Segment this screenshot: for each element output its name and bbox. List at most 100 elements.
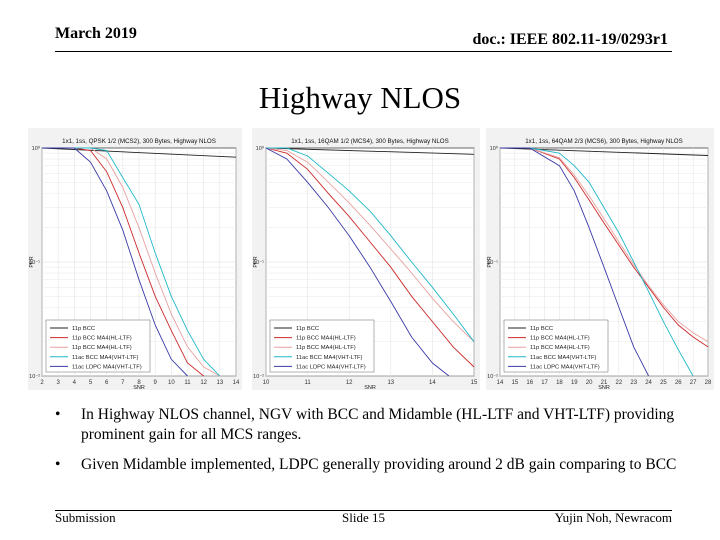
- y-axis-label: PER: [253, 256, 259, 267]
- x-tick-label: 19: [571, 380, 578, 386]
- series-line: [265, 147, 475, 368]
- bullet-item: • Given Midamble implemented, LDPC gener…: [55, 455, 695, 475]
- footer-rule: [55, 510, 672, 511]
- series-line: [266, 147, 475, 342]
- legend-label: 11ac BCC MA4(VHT-LTF): [72, 355, 139, 361]
- header-rule: [55, 51, 672, 52]
- x-tick-label: 11: [304, 380, 311, 386]
- y-axis-label: PER: [29, 256, 35, 267]
- bullet-dot: •: [55, 456, 61, 473]
- legend-label: 11p BCC MA4(HL-LTF): [296, 336, 356, 342]
- series-line: [265, 147, 450, 377]
- x-tick-label: 21: [601, 380, 608, 386]
- x-tick-label: 24: [645, 380, 652, 386]
- legend-label: 11p BCC MA4(HL-LTF): [530, 336, 590, 342]
- bullet-item: • In Highway NLOS channel, NGV with BCC …: [55, 405, 695, 445]
- x-tick-label: 22: [616, 380, 623, 386]
- bullet-text: In Highway NLOS channel, NGV with BCC an…: [81, 406, 675, 443]
- y-tick-label: 10⁻²: [29, 374, 40, 380]
- x-tick-label: 27: [690, 380, 697, 386]
- header-doc-id: doc.: IEEE 802.11-19/0293r1: [472, 31, 668, 48]
- x-tick-label: 17: [541, 380, 548, 386]
- x-tick-label: 6: [105, 380, 109, 386]
- legend-label: 11ac LDPC MA4(VHT-LTF): [72, 364, 142, 370]
- y-tick-label: 10⁻¹: [29, 260, 40, 266]
- y-tick-label: 10⁰: [490, 145, 499, 152]
- chart-title: 1x1, 1ss, QPSK 1/2 (MCS2), 300 Bytes, Hi…: [62, 138, 216, 145]
- x-tick-label: 15: [512, 380, 519, 386]
- y-tick-label: 10⁻¹: [253, 260, 264, 266]
- x-tick-label: 18: [556, 380, 563, 386]
- legend-label: 11ac BCC MA4(VHT-LTF): [296, 355, 363, 361]
- y-tick-label: 10⁰: [256, 145, 265, 152]
- x-tick-label: 11: [184, 380, 191, 386]
- x-tick-label: 15: [471, 380, 478, 386]
- charts-row: 2 3 4 5 6 7 8 9 10 11 12 13 14 10⁰ 10⁻¹ 10⁻² 1x1, 1ss, Q…: [0, 128, 720, 390]
- legend-label: 11ac BCC MA4(VHT-LTF): [530, 355, 597, 361]
- x-tick-label: 14: [233, 380, 240, 386]
- series-line: [500, 147, 709, 348]
- x-tick-label: 4: [73, 380, 77, 386]
- x-tick-label: 28: [705, 380, 712, 386]
- legend-label: 11p BCC: [72, 326, 95, 332]
- y-tick-label: 10⁻¹: [487, 260, 498, 266]
- legend-label: 11p BCC: [530, 326, 553, 332]
- x-tick-label: 13: [387, 380, 394, 386]
- legend-label: 11p BCC MA4(HL-LTF): [72, 345, 132, 351]
- x-tick-label: 12: [200, 380, 207, 386]
- per-chart-mcs4: 10 11 12 13 14 15 10⁰ 10⁻¹ 10⁻² 1x1, 1ss, 16QAM 1…: [252, 128, 480, 390]
- footer-slide-number: Slide 15: [342, 510, 385, 525]
- x-tick-label: 10: [263, 380, 270, 386]
- legend-box: [269, 319, 375, 373]
- x-tick-label: 13: [216, 380, 223, 386]
- bullet-list: • In Highway NLOS channel, NGV with BCC …: [55, 405, 695, 485]
- x-axis-label: SNR: [598, 385, 610, 390]
- per-chart-mcs6: 14 15 16 17 18 19 20 21 22 23 24 25 26 27 28 10⁰ 10⁻¹ 10⁻…: [486, 128, 714, 390]
- x-tick-label: 16: [526, 380, 533, 386]
- legend-label: 11p BCC MA4(HL-LTF): [530, 345, 590, 351]
- series-line: [500, 147, 650, 377]
- series-line: [41, 147, 237, 158]
- x-tick-label: 12: [346, 380, 353, 386]
- series-line: [500, 147, 709, 343]
- y-tick-label: 10⁻²: [487, 374, 498, 380]
- x-tick-label: 14: [429, 380, 436, 386]
- series-line: [265, 147, 475, 155]
- legend-label: 11p BCC MA4(HL-LTF): [72, 336, 132, 342]
- x-tick-label: 23: [630, 380, 637, 386]
- x-tick-label: 9: [153, 380, 157, 386]
- legend-box: [503, 319, 609, 373]
- legend-box: [45, 319, 151, 373]
- x-axis-label: SNR: [133, 385, 145, 390]
- x-tick-label: 8: [137, 380, 141, 386]
- slide-title: Highway NLOS: [258, 80, 462, 115]
- series-line: [265, 147, 475, 343]
- y-tick-label: 10⁻²: [253, 374, 264, 380]
- x-tick-label: 14: [497, 380, 504, 386]
- bullet-text: Given Midamble implemented, LDPC general…: [81, 456, 677, 473]
- x-tick-label: 3: [56, 380, 60, 386]
- x-tick-label: 25: [660, 380, 667, 386]
- series-line: [42, 147, 188, 377]
- y-tick-label: 10⁰: [32, 145, 41, 152]
- x-tick-label: 26: [675, 380, 682, 386]
- x-axis-label: SNR: [364, 385, 376, 390]
- legend-label: 11p BCC MA4(HL-LTF): [296, 345, 356, 351]
- x-tick-label: 5: [89, 380, 93, 386]
- x-tick-label: 7: [121, 380, 125, 386]
- footer-submission: Submission: [55, 510, 116, 525]
- bullet-dot: •: [55, 406, 61, 423]
- series-line: [500, 147, 694, 377]
- legend-label: 11ac LDPC MA4(VHT-LTF): [296, 364, 366, 370]
- chart-title: 1x1, 1ss, 64QAM 2/3 (MCS6), 300 Bytes, H…: [525, 138, 683, 145]
- x-tick-label: 2: [40, 380, 44, 386]
- per-chart-mcs2: 2 3 4 5 6 7 8 9 10 11 12 13 14 10⁰ 10⁻¹ 10⁻² 1x1, 1ss, Q…: [28, 128, 242, 390]
- footer-author: Yujin Noh, Newracom: [554, 510, 672, 525]
- y-axis-label: PER: [487, 256, 493, 267]
- header-date: March 2019: [55, 25, 137, 42]
- legend-label: 11p BCC: [296, 326, 319, 332]
- legend-label: 11ac LDPC MA4(VHT-LTF): [530, 364, 600, 370]
- x-tick-label: 20: [586, 380, 593, 386]
- chart-title: 1x1, 1ss, 16QAM 1/2 (MCS4), 300 Bytes, H…: [291, 138, 449, 145]
- x-tick-label: 10: [168, 380, 175, 386]
